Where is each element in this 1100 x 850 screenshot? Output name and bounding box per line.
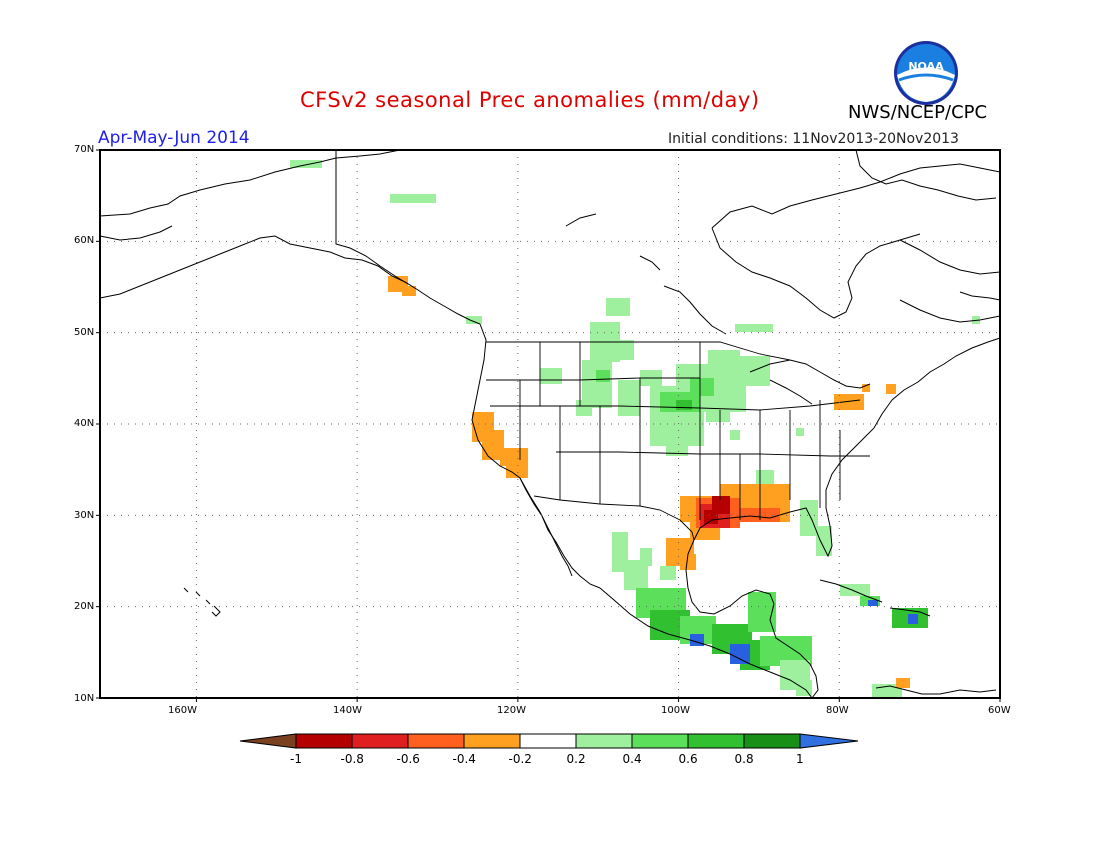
- lon-label-100w: 100W: [661, 705, 690, 716]
- colorbar-label: 0.4: [622, 752, 642, 766]
- chart-title: CFSv2 seasonal Prec anomalies (mm/day): [300, 88, 760, 112]
- colorbar-label: 1: [796, 752, 804, 766]
- colorbar-swatch: [631, 733, 689, 749]
- colorbar-label: -0.4: [452, 752, 476, 766]
- colorbar-label: 0.6: [678, 752, 698, 766]
- initial-conditions-label: Initial conditions: 11Nov2013-20Nov2013: [668, 131, 959, 147]
- lat-label-30n: 30N: [74, 510, 95, 521]
- noaa-logo: NOAA: [894, 41, 958, 105]
- colorbar-arrow-left: [239, 733, 297, 749]
- lat-label-50n: 50N: [74, 327, 95, 338]
- lon-label-140w: 140W: [333, 705, 362, 716]
- lon-label-80w: 80W: [826, 705, 849, 716]
- lon-label-120w: 120W: [497, 705, 526, 716]
- colorbar-label: -0.2: [508, 752, 532, 766]
- political-borders: [486, 341, 870, 541]
- lon-label-160w: 160W: [168, 705, 197, 716]
- axis-ticks: [96, 149, 1001, 702]
- colorbar-swatch: [295, 733, 353, 749]
- colorbar-swatch: [519, 733, 577, 749]
- lat-label-60n: 60N: [74, 235, 95, 246]
- colorbar-label: 0.2: [566, 752, 586, 766]
- lon-label-60w: 60W: [988, 705, 1011, 716]
- lat-label-10n: 10N: [74, 693, 95, 704]
- colorbar-label: -1: [290, 752, 302, 766]
- colorbar-swatch: [743, 733, 801, 749]
- colorbar-label: -0.8: [340, 752, 364, 766]
- colorbar-swatch: [575, 733, 633, 749]
- colorbar-swatch: [463, 733, 521, 749]
- lat-label-20n: 20N: [74, 601, 95, 612]
- gridlines: [100, 150, 1000, 698]
- coastlines: [99, 149, 1001, 699]
- colorbar-arrow-right: [799, 733, 859, 749]
- colorbar-label: -0.6: [396, 752, 420, 766]
- season-label: Apr-May-Jun 2014: [98, 128, 250, 148]
- svg-text:NOAA: NOAA: [908, 60, 944, 73]
- lat-label-40n: 40N: [74, 418, 95, 429]
- anomaly-fills: [290, 160, 980, 698]
- lat-label-70n: 70N: [74, 144, 95, 155]
- colorbar-swatch: [687, 733, 745, 749]
- colorbar-swatch: [351, 733, 409, 749]
- colorbar-swatch: [407, 733, 465, 749]
- colorbar-label: 0.8: [734, 752, 754, 766]
- org-label: NWS/NCEP/CPC: [848, 102, 988, 123]
